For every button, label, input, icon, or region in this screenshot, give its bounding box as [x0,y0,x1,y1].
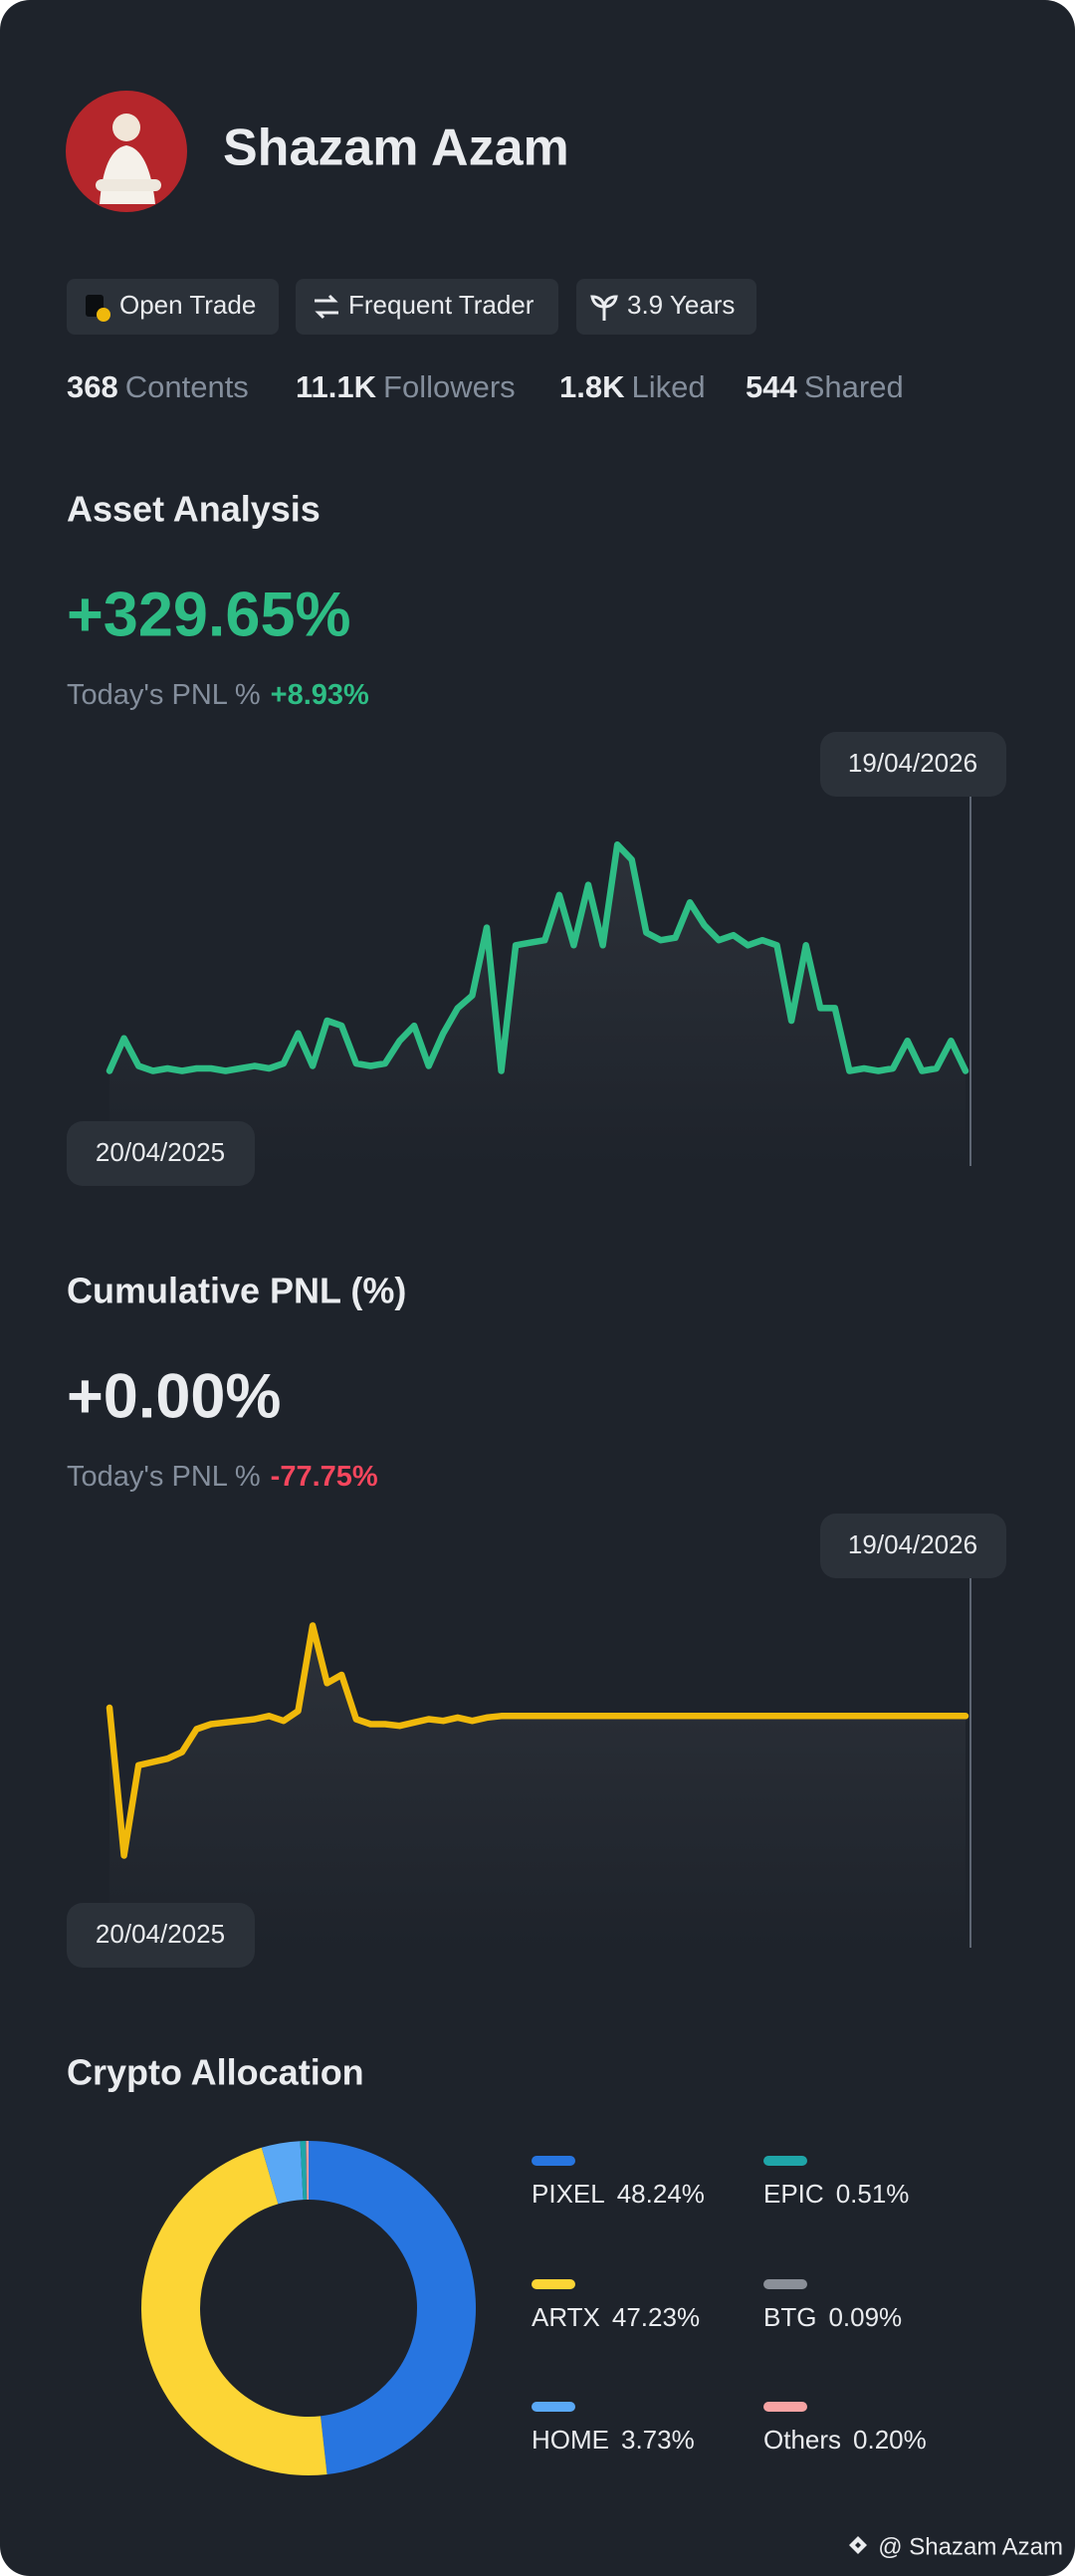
stat-label: Contents [125,369,249,404]
legend-value: 3.73% [621,2425,695,2455]
legend-name: Others [763,2425,841,2455]
legend-item: PIXEL 48.24% [532,2179,705,2209]
date-bubble [67,1121,255,1186]
line [106,1622,969,1859]
stat-value: 544 [746,369,797,404]
legend-item: BTG 0.09% [763,2302,902,2332]
headline-value: +0.00% [67,1362,281,1432]
area-fill [109,844,966,1166]
legend-swatch [532,2156,575,2166]
date-bubble [67,1903,255,1968]
legend-item: Others 0.20% [763,2425,927,2455]
legend-swatch [763,2402,807,2412]
pnl-line: Today's PNL % +8.93% [67,679,369,711]
stat-value: 11.1K [296,369,377,404]
line [106,840,969,1074]
stat: 11.1K Followers [296,369,516,404]
end-date: 19/04/2026 [848,1529,977,1559]
legend-value: 0.51% [836,2179,910,2209]
legend-value: 0.09% [828,2302,902,2332]
stat: 368 Contents [67,369,249,404]
badge-label: Open Trade [119,290,256,320]
legend-item: ARTX 47.23% [532,2302,700,2332]
legend-value: 48.24% [617,2179,705,2209]
badge: Open Trade [67,279,279,335]
badge-label: 3.9 Years [627,290,735,320]
footer-icon [849,2536,867,2554]
stat-value: 368 [67,369,118,404]
start-date: 20/04/2025 [96,1137,225,1167]
pnl-value: +8.93% [271,679,369,711]
donut-slice [300,2141,308,2201]
legend-name: BTG [763,2302,816,2332]
pnl-label: Today's PNL % [67,1461,261,1493]
legend-name: ARTX [532,2302,600,2332]
donut-slice [261,2141,304,2205]
stat: 1.8K Liked [559,369,706,404]
section-title: Crypto Allocation [67,2052,364,2093]
donut-slice [140,2147,327,2476]
legend-item: HOME 3.73% [532,2425,695,2455]
section-title: Cumulative PNL (%) [67,1271,406,1311]
donut-slice [309,2141,477,2474]
start-date: 20/04/2025 [96,1919,225,1949]
stat: 544 Shared [746,369,904,404]
icon [590,295,618,321]
date-bubble [820,732,1006,797]
legend-swatch [532,2279,575,2289]
legend-swatch [532,2402,575,2412]
date-bubble [820,1514,1006,1578]
icon [97,308,110,322]
user-name: Shazam Azam [223,119,569,177]
icon [315,294,338,320]
end-date: 19/04/2026 [848,748,977,778]
section-title: Asset Analysis [67,489,321,530]
donut-slice [306,2141,309,2201]
stat-label: Liked [631,369,705,404]
footer-text: @ Shazam Azam [878,2533,1063,2560]
stat-value: 1.8K [559,369,625,404]
badge: 3.9 Years [576,279,756,335]
legend-value: 47.23% [612,2302,700,2332]
area-fill [109,1625,966,1948]
donut-slice [305,2141,308,2201]
stat-label: Shared [804,369,904,404]
pnl-line: Today's PNL % -77.75% [67,1461,378,1493]
legend-swatch [763,2279,807,2289]
legend-item: EPIC 0.51% [763,2179,909,2209]
headline-value: +329.65% [67,581,351,650]
legend-name: HOME [532,2425,609,2455]
badge-label: Frequent Trader [348,290,535,320]
legend-name: EPIC [763,2179,824,2209]
legend-value: 0.20% [853,2425,927,2455]
pnl-label: Today's PNL % [67,679,261,711]
legend-swatch [763,2156,807,2166]
stat-label: Followers [383,369,516,404]
badge: Frequent Trader [296,279,558,335]
pnl-value: -77.75% [271,1461,378,1493]
avatar[interactable] [66,91,187,212]
legend-name: PIXEL [532,2179,605,2209]
